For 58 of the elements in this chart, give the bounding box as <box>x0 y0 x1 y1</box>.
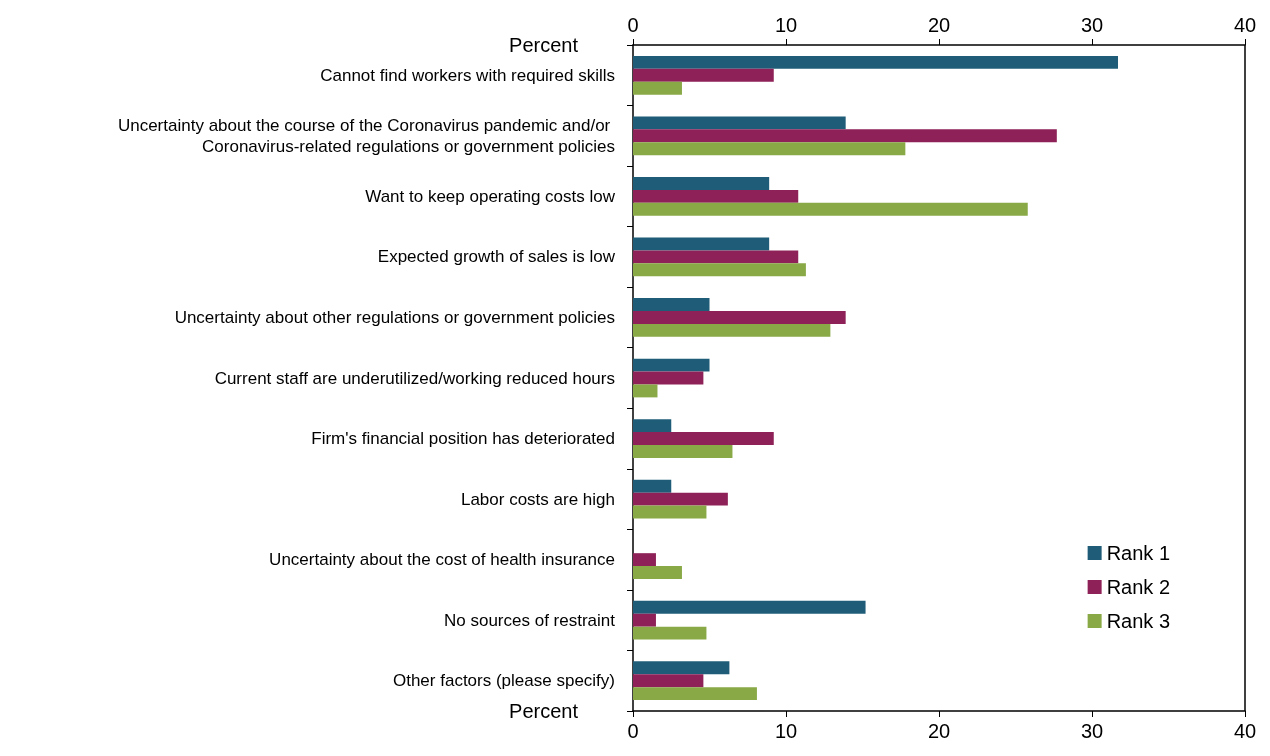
bar <box>633 176 770 190</box>
legend-label: Rank 1 <box>1106 542 1171 564</box>
x-axis-title: Percent <box>509 700 579 722</box>
x-tick-label: 30 <box>1080 720 1104 742</box>
x2-tick-label: 20 <box>927 14 951 36</box>
bar <box>633 116 846 130</box>
bar <box>633 661 730 675</box>
bar <box>633 298 710 311</box>
x-tick-label: 0 <box>627 720 639 742</box>
bar <box>633 323 831 337</box>
bar <box>633 600 866 614</box>
bar <box>633 492 728 506</box>
bar <box>633 129 1057 143</box>
bar <box>633 626 707 640</box>
bar <box>633 432 774 445</box>
y-tick-label: Expected growth of sales is low <box>377 247 616 267</box>
bar <box>633 311 846 324</box>
bar <box>633 384 658 398</box>
x2-tick-label: 30 <box>1080 14 1104 36</box>
x-tick-label: 20 <box>927 720 951 742</box>
bar <box>633 371 704 385</box>
y-tick-label: Firm's financial position has deteriorated <box>311 429 615 449</box>
x2-tick-label: 0 <box>627 14 639 36</box>
y-tick-label: No sources of restraint <box>443 610 616 630</box>
bar <box>633 505 707 519</box>
x2-tick-label: 10 <box>774 14 798 36</box>
bar <box>633 55 1119 69</box>
bar <box>633 189 799 203</box>
y-tick-label: Labor costs are high <box>460 489 615 509</box>
legend-label: Rank 2 <box>1106 576 1171 598</box>
y-tick-label: Want to keep operating costs low <box>365 186 616 206</box>
legend-label: Rank 3 <box>1106 610 1171 632</box>
y-tick-label: Cannot find workers with required skills <box>320 65 615 85</box>
x-tick-label: 10 <box>774 720 798 742</box>
bar <box>633 263 806 277</box>
bar <box>633 81 682 95</box>
x-tick-label: 40 <box>1233 720 1257 742</box>
bar <box>633 250 799 264</box>
y-tick-label: Uncertainty about the cost of health insurance <box>269 550 615 570</box>
x2-tick-label: 40 <box>1233 14 1257 36</box>
bar <box>633 419 672 433</box>
bar <box>633 674 704 688</box>
y-tick-label: Uncertainty about the course of the Coronavirus pandemic and/or Coronavirus-related regulations or government policies <box>117 115 615 156</box>
y-tick-label: Uncertainty about other regulations or government policies <box>174 307 615 327</box>
bar <box>633 566 682 580</box>
y-tick-label: Current staff are underutilized/working reduced hours <box>214 368 615 388</box>
bar <box>633 687 757 701</box>
bar <box>633 358 710 372</box>
bar <box>633 613 656 627</box>
bar <box>633 553 656 567</box>
y-tick-label: Other factors (please specify) <box>392 671 615 691</box>
bar <box>633 202 1028 216</box>
bar <box>633 68 774 82</box>
bar <box>633 237 770 251</box>
bar <box>633 445 733 458</box>
bar <box>633 142 906 156</box>
bar <box>633 479 672 493</box>
x2-axis-title: Percent <box>509 34 579 56</box>
